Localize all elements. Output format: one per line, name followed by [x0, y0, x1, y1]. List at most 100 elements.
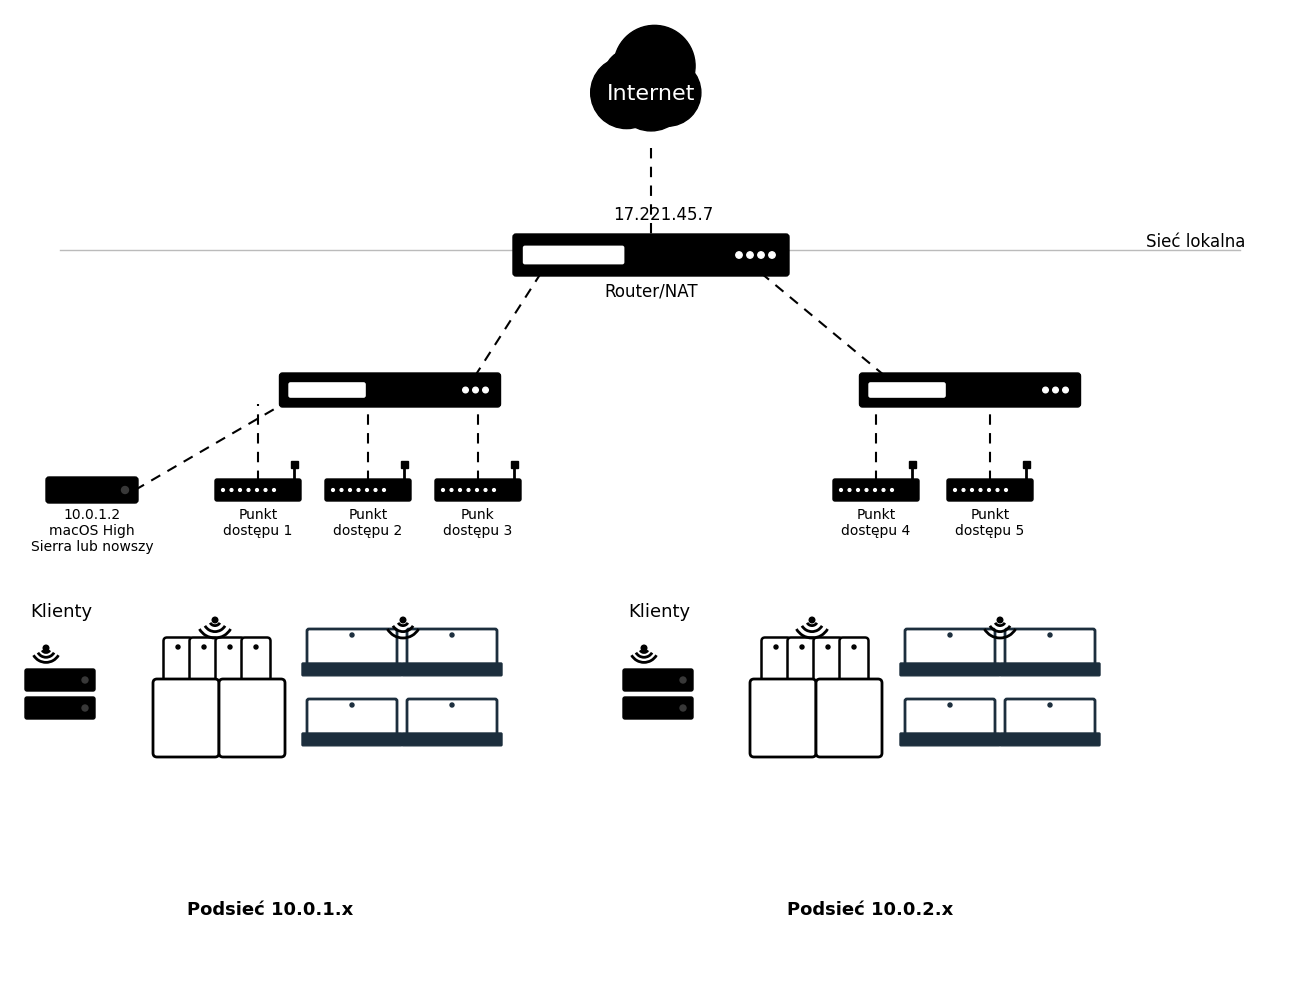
FancyBboxPatch shape: [787, 638, 817, 687]
FancyBboxPatch shape: [152, 679, 219, 757]
FancyBboxPatch shape: [25, 697, 95, 719]
Text: Punk
dostępu 3: Punk dostępu 3: [443, 508, 512, 538]
Circle shape: [351, 703, 354, 707]
FancyBboxPatch shape: [623, 697, 693, 719]
FancyBboxPatch shape: [215, 479, 301, 501]
Circle shape: [231, 489, 233, 491]
Text: Internet: Internet: [607, 84, 696, 103]
Circle shape: [1048, 633, 1052, 637]
Text: 17.221.45.7: 17.221.45.7: [612, 206, 713, 224]
FancyBboxPatch shape: [1023, 461, 1029, 468]
Circle shape: [736, 252, 743, 258]
Circle shape: [374, 489, 377, 491]
FancyBboxPatch shape: [839, 638, 869, 687]
FancyBboxPatch shape: [511, 461, 519, 468]
FancyBboxPatch shape: [947, 479, 1033, 501]
Text: Sieć lokalna: Sieć lokalna: [1145, 233, 1244, 251]
FancyBboxPatch shape: [289, 383, 365, 398]
Circle shape: [82, 677, 89, 683]
Circle shape: [254, 645, 258, 649]
FancyBboxPatch shape: [813, 638, 843, 687]
FancyBboxPatch shape: [751, 679, 816, 757]
Text: Router/NAT: Router/NAT: [605, 283, 698, 301]
FancyBboxPatch shape: [906, 699, 995, 736]
FancyBboxPatch shape: [999, 733, 1100, 746]
Circle shape: [747, 252, 753, 258]
Circle shape: [1042, 387, 1049, 393]
FancyBboxPatch shape: [623, 669, 693, 691]
Circle shape: [340, 489, 343, 491]
Circle shape: [351, 633, 354, 637]
Circle shape: [450, 703, 453, 707]
FancyBboxPatch shape: [407, 629, 496, 666]
Circle shape: [265, 489, 267, 491]
FancyBboxPatch shape: [403, 733, 502, 746]
Circle shape: [482, 387, 489, 393]
Circle shape: [238, 489, 241, 491]
FancyBboxPatch shape: [291, 461, 298, 468]
Circle shape: [603, 48, 662, 106]
FancyBboxPatch shape: [906, 629, 995, 666]
Circle shape: [400, 617, 405, 623]
FancyBboxPatch shape: [1005, 629, 1095, 666]
Circle shape: [1053, 387, 1058, 393]
FancyBboxPatch shape: [869, 383, 945, 398]
Circle shape: [971, 489, 973, 491]
Circle shape: [450, 633, 453, 637]
Circle shape: [614, 57, 688, 131]
Circle shape: [331, 489, 335, 491]
FancyBboxPatch shape: [219, 679, 285, 757]
FancyBboxPatch shape: [302, 733, 403, 746]
Circle shape: [459, 489, 461, 491]
Circle shape: [272, 489, 275, 491]
Text: Punkt
dostępu 5: Punkt dostępu 5: [955, 508, 1024, 538]
Circle shape: [1048, 703, 1052, 707]
Circle shape: [758, 252, 764, 258]
Circle shape: [1063, 387, 1068, 393]
FancyBboxPatch shape: [163, 638, 193, 687]
Text: Klienty: Klienty: [628, 603, 691, 621]
FancyBboxPatch shape: [407, 699, 496, 736]
Circle shape: [633, 59, 701, 126]
FancyBboxPatch shape: [308, 629, 397, 666]
Text: 10.0.1.2
macOS High
Sierra lub nowszy: 10.0.1.2 macOS High Sierra lub nowszy: [31, 508, 154, 554]
Circle shape: [809, 617, 814, 623]
FancyBboxPatch shape: [435, 479, 521, 501]
Circle shape: [121, 486, 129, 494]
Text: Punkt
dostępu 1: Punkt dostępu 1: [223, 508, 293, 538]
Circle shape: [463, 387, 468, 393]
Circle shape: [979, 489, 982, 491]
FancyBboxPatch shape: [308, 699, 397, 736]
Circle shape: [839, 489, 843, 491]
Circle shape: [450, 489, 453, 491]
Circle shape: [228, 645, 232, 649]
FancyBboxPatch shape: [761, 638, 791, 687]
FancyBboxPatch shape: [302, 663, 403, 676]
Text: Podsieć 10.0.1.x: Podsieć 10.0.1.x: [186, 901, 353, 919]
Circle shape: [949, 633, 952, 637]
FancyBboxPatch shape: [25, 669, 95, 691]
Circle shape: [873, 489, 877, 491]
Circle shape: [882, 489, 885, 491]
FancyBboxPatch shape: [860, 373, 1080, 407]
Text: Podsieć 10.0.2.x: Podsieć 10.0.2.x: [787, 901, 952, 919]
Circle shape: [988, 489, 990, 491]
Circle shape: [473, 387, 478, 393]
Text: Punkt
dostępu 4: Punkt dostępu 4: [842, 508, 911, 538]
FancyBboxPatch shape: [999, 663, 1100, 676]
Circle shape: [680, 677, 685, 683]
Circle shape: [865, 489, 868, 491]
Circle shape: [826, 645, 830, 649]
FancyBboxPatch shape: [189, 638, 219, 687]
Circle shape: [349, 489, 352, 491]
Circle shape: [466, 489, 470, 491]
Circle shape: [43, 646, 48, 650]
FancyBboxPatch shape: [241, 638, 271, 687]
Circle shape: [774, 645, 778, 649]
Circle shape: [366, 489, 369, 491]
Circle shape: [890, 489, 894, 491]
Circle shape: [800, 645, 804, 649]
FancyBboxPatch shape: [215, 638, 245, 687]
Circle shape: [962, 489, 966, 491]
FancyBboxPatch shape: [900, 663, 999, 676]
